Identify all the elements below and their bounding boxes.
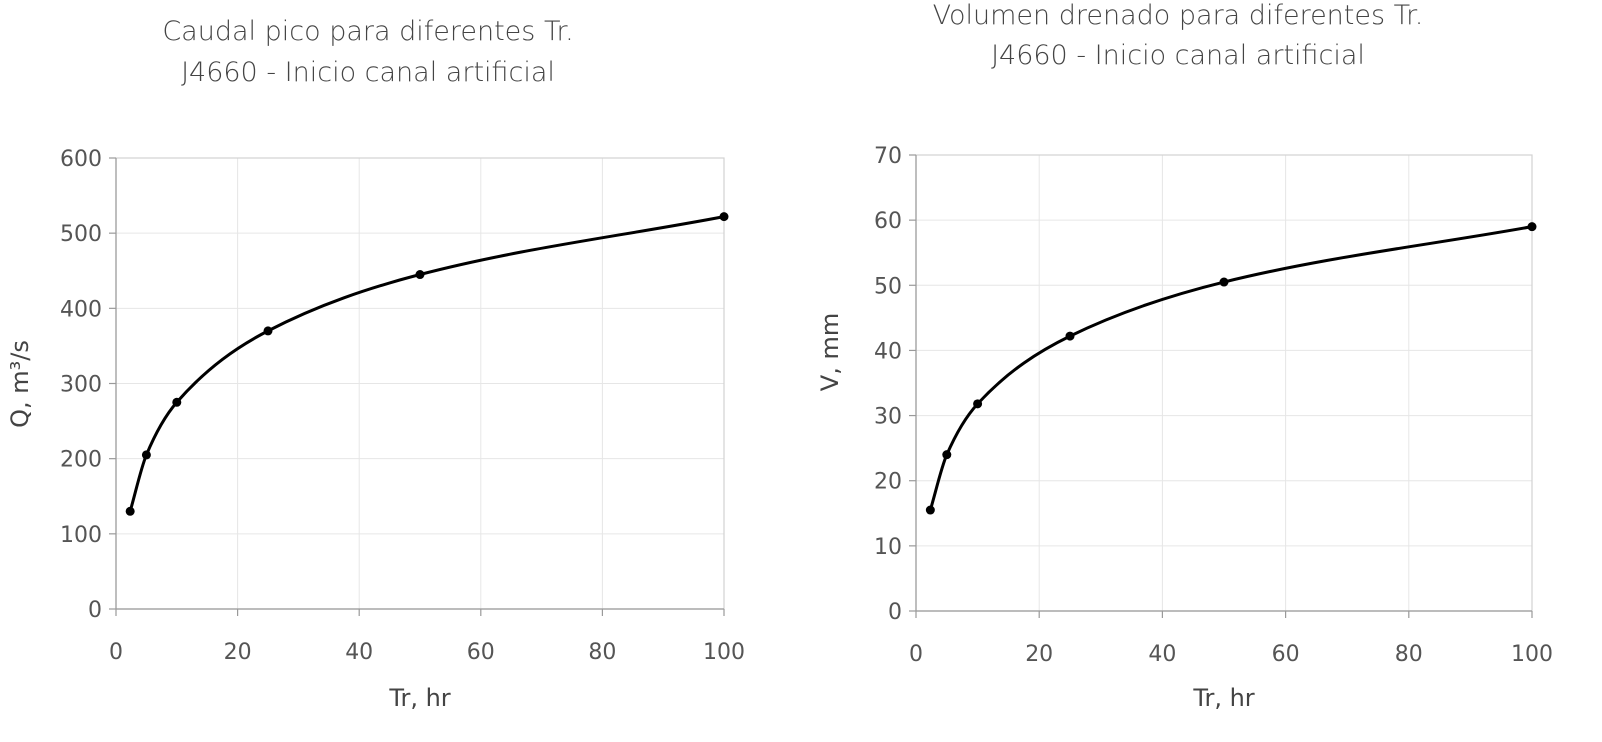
y-tick-label: 600 xyxy=(60,147,102,172)
y-tick-label: 100 xyxy=(60,523,102,548)
plot-frame xyxy=(915,154,1533,612)
data-point xyxy=(1065,331,1075,341)
y-tick-label: 300 xyxy=(60,373,102,398)
x-tick-label: 40 xyxy=(345,640,373,665)
x-tick-label: 20 xyxy=(224,640,252,665)
chart-title: Volumen drenado para diferentes Tr. J466… xyxy=(933,0,1424,71)
grid-lines xyxy=(916,155,1532,611)
data-point xyxy=(942,450,952,460)
tick-labels: 0 10 20 30 40 50 60 70 0 20 40 60 80 100 xyxy=(874,144,1553,667)
y-axis-label: V, mm xyxy=(816,313,844,391)
data-point xyxy=(719,212,729,222)
y-tick-label: 30 xyxy=(874,405,902,430)
y-tick-label: 50 xyxy=(874,274,902,299)
y-tick-label: 0 xyxy=(888,600,902,625)
data-point xyxy=(415,270,425,280)
series-line xyxy=(128,215,725,512)
y-tick-label: 60 xyxy=(874,209,902,234)
chart-title-line-2: J4660 - Inicio canal artificial xyxy=(181,57,555,88)
tick-labels: 0 100 200 300 400 500 600 0 20 40 60 80 100 xyxy=(60,147,745,665)
y-tick-label: 40 xyxy=(874,339,902,364)
x-axis-label: Tr, hr xyxy=(388,684,450,712)
x-axis-label: Tr, hr xyxy=(1192,684,1254,712)
x-tick-label: 20 xyxy=(1025,642,1053,667)
axes xyxy=(909,154,1533,618)
x-tick-label: 0 xyxy=(109,640,123,665)
y-tick-label: 500 xyxy=(60,222,102,247)
y-tick-label: 70 xyxy=(874,144,902,169)
chart-title-line-1: Caudal pico para diferentes Tr. xyxy=(162,16,573,47)
y-axis-label: Q, m³/s xyxy=(6,340,34,428)
y-tick-label: 0 xyxy=(88,598,102,623)
data-series xyxy=(925,222,1537,515)
y-tick-label: 10 xyxy=(874,535,902,560)
data-point xyxy=(263,326,273,336)
data-point xyxy=(1527,222,1537,232)
x-tick-label: 60 xyxy=(467,640,495,665)
y-tick-label: 20 xyxy=(874,470,902,495)
chart-title: Caudal pico para diferentes Tr. J4660 - … xyxy=(162,16,573,88)
y-tick-label: 400 xyxy=(60,297,102,322)
x-tick-label: 60 xyxy=(1272,642,1300,667)
x-tick-label: 0 xyxy=(909,642,923,667)
x-tick-label: 80 xyxy=(588,640,616,665)
data-point xyxy=(172,397,182,407)
data-point xyxy=(1219,277,1229,287)
chart-title-line-2: J4660 - Inicio canal artificial xyxy=(991,40,1365,71)
chart-volumen-drenado: Volumen drenado para diferentes Tr. J466… xyxy=(816,0,1553,712)
data-point xyxy=(125,506,135,516)
axes xyxy=(109,157,725,616)
data-series xyxy=(125,212,729,516)
x-tick-label: 80 xyxy=(1395,642,1423,667)
y-tick-label: 200 xyxy=(60,448,102,473)
x-tick-label: 100 xyxy=(703,640,745,665)
data-point xyxy=(925,505,935,515)
x-tick-label: 40 xyxy=(1148,642,1176,667)
data-point xyxy=(973,399,983,409)
data-point xyxy=(141,450,151,460)
chart-caudal-pico: Caudal pico para diferentes Tr. J4660 - … xyxy=(6,16,745,712)
series-line xyxy=(928,225,1533,511)
grid-lines xyxy=(116,158,724,609)
x-tick-label: 100 xyxy=(1511,642,1553,667)
chart-title-line-1: Volumen drenado para diferentes Tr. xyxy=(933,0,1424,31)
